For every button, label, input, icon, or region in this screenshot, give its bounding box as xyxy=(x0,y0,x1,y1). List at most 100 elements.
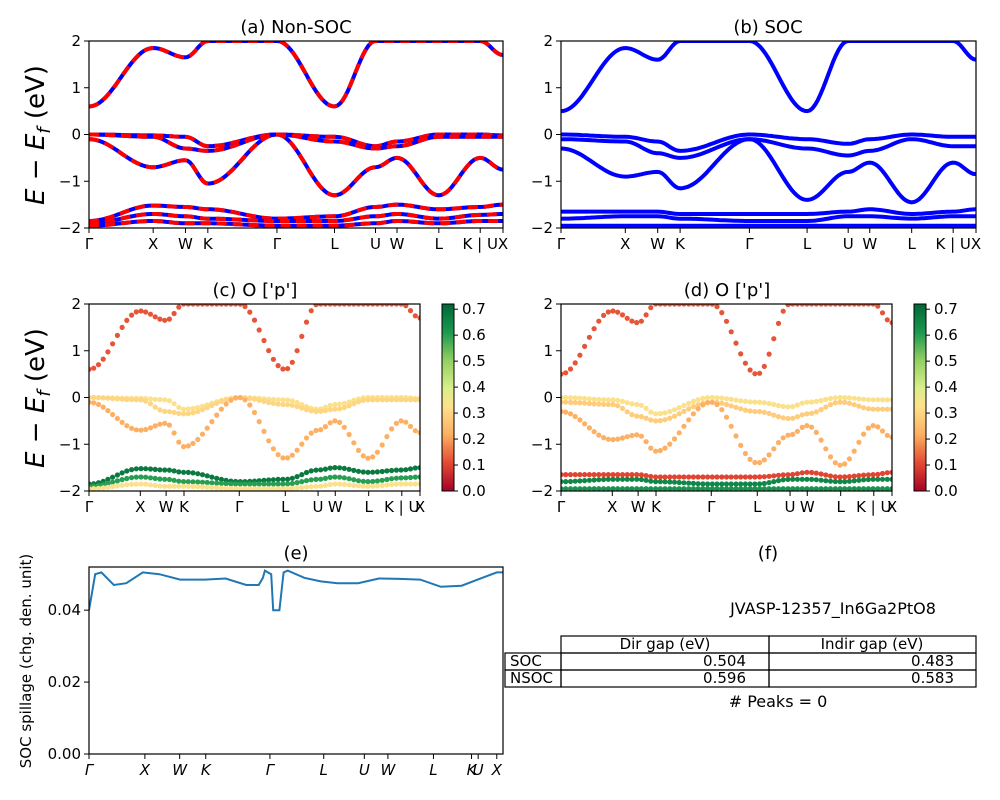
band-point xyxy=(223,304,229,307)
band-point xyxy=(818,437,824,443)
band-point xyxy=(662,410,668,416)
y-tick-label: −2 xyxy=(531,482,553,500)
projected-bands-non-soc-panel: (c) O ['p'] 0.7 0.6 0.5 0.4 0.3 0.2 0.1 0.0 2 1 0 −… xyxy=(21,280,486,516)
band-point xyxy=(223,485,229,491)
band-point xyxy=(709,474,715,480)
band-point xyxy=(209,304,215,307)
band-point xyxy=(228,485,234,491)
band-point xyxy=(700,304,706,307)
band-point xyxy=(563,472,569,478)
band-point xyxy=(209,480,215,486)
colorbar-tick-label: 0.2 xyxy=(462,430,486,448)
band-point xyxy=(842,486,848,491)
band-point xyxy=(653,479,659,485)
band-point xyxy=(605,476,611,482)
band-point xyxy=(728,474,734,480)
band-point xyxy=(114,415,120,422)
y-tick-label: 2 xyxy=(71,295,81,313)
band-point xyxy=(318,467,324,473)
band-point xyxy=(648,478,654,484)
axes-frame xyxy=(560,303,893,492)
band-point xyxy=(624,472,630,478)
band-point xyxy=(582,343,588,349)
y-tick-label: −1 xyxy=(531,435,553,453)
band-point xyxy=(285,402,291,408)
band-point xyxy=(610,476,616,482)
colorbar-tick-label: 0.3 xyxy=(934,404,958,422)
band-point xyxy=(582,400,588,406)
band-point xyxy=(270,400,276,406)
band-point xyxy=(733,433,739,439)
band-point xyxy=(662,474,668,480)
band-point xyxy=(591,396,597,402)
band-point xyxy=(337,465,343,471)
band-point xyxy=(152,466,158,472)
band-point xyxy=(879,310,886,316)
band-point xyxy=(766,400,772,407)
band-point xyxy=(327,481,333,488)
band-point xyxy=(709,394,715,401)
band-point xyxy=(341,481,347,487)
band-point xyxy=(199,431,206,437)
band-point xyxy=(370,483,376,489)
band-point xyxy=(804,486,810,491)
band-point xyxy=(171,430,177,436)
band-point xyxy=(204,304,210,307)
band-point xyxy=(152,396,158,402)
band-point xyxy=(129,312,135,318)
band-point xyxy=(695,406,701,412)
band-point xyxy=(723,318,730,324)
band-point xyxy=(195,404,201,411)
band-point xyxy=(261,486,267,491)
band-point xyxy=(190,440,196,446)
band-point xyxy=(747,486,753,491)
band-point xyxy=(875,304,881,309)
band-point xyxy=(832,474,838,480)
band-point xyxy=(775,320,782,326)
band-point xyxy=(686,486,692,491)
band-point xyxy=(261,428,267,434)
band-point xyxy=(879,428,886,434)
band-point xyxy=(662,479,668,485)
band-point xyxy=(601,312,607,318)
band-point xyxy=(233,486,239,491)
band-point xyxy=(133,397,139,403)
x-tick-label: W xyxy=(159,498,174,516)
panel-c-y-axis-label: E − Ef (eV) xyxy=(21,328,55,468)
band-point xyxy=(242,304,248,310)
x-tick-label: U xyxy=(359,761,370,779)
x-tick-label: Γ xyxy=(273,235,282,253)
band-point xyxy=(856,396,862,402)
band-point xyxy=(870,406,876,412)
x-tick-label: L xyxy=(837,498,846,516)
panel-a-title: (a) Non-SOC xyxy=(240,17,351,38)
band-point xyxy=(577,417,583,423)
band-point xyxy=(634,476,640,482)
band-point xyxy=(374,478,380,484)
band-point xyxy=(355,478,362,484)
band-point xyxy=(412,474,418,480)
colorbar-tick-label: 0.6 xyxy=(462,326,486,344)
band-point xyxy=(667,304,673,307)
x-tick-label: K xyxy=(179,498,190,516)
band-point xyxy=(889,320,892,326)
band-point xyxy=(738,351,744,357)
x-tick-label: Γ xyxy=(85,761,95,779)
band-point xyxy=(686,480,692,486)
band-point xyxy=(204,425,210,431)
band-point xyxy=(389,481,395,488)
band-point xyxy=(242,481,248,487)
band-point xyxy=(218,398,224,404)
colorbar-tick-label: 0.0 xyxy=(934,482,958,500)
band-point xyxy=(91,365,97,371)
band-point xyxy=(794,471,801,477)
band-point xyxy=(223,481,229,487)
y-tick-label: −1 xyxy=(531,172,553,190)
band-point xyxy=(629,318,635,324)
band-point xyxy=(709,399,715,405)
band-point xyxy=(624,315,630,321)
band-point xyxy=(738,398,744,404)
band-point xyxy=(610,401,616,408)
band-point xyxy=(199,484,206,490)
band-point xyxy=(129,397,135,403)
